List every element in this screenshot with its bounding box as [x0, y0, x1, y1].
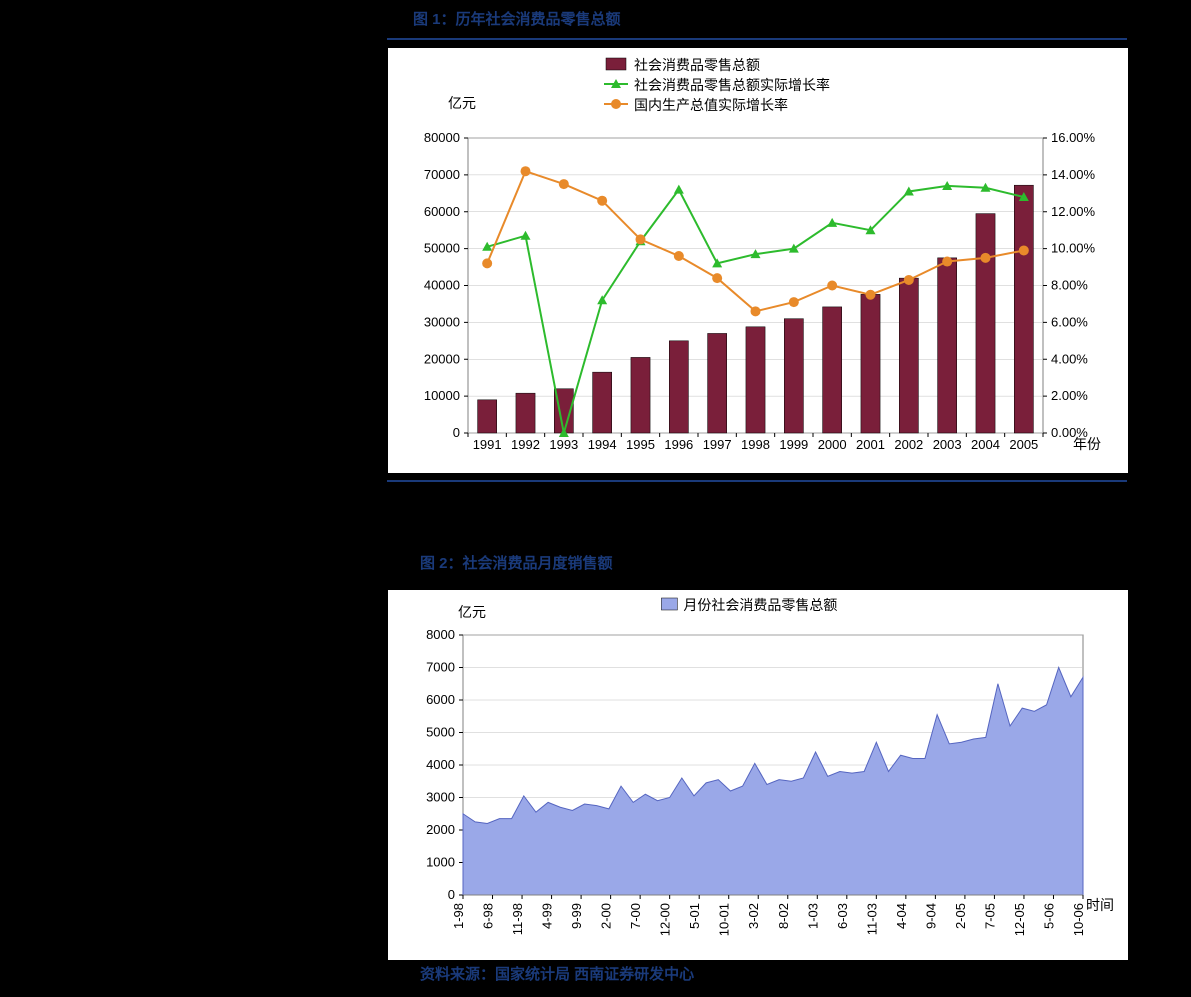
svg-text:2-05: 2-05 — [953, 903, 968, 929]
svg-text:7-05: 7-05 — [982, 903, 997, 929]
svg-text:社会消费品零售总额: 社会消费品零售总额 — [634, 57, 760, 73]
svg-text:6000: 6000 — [426, 692, 455, 707]
svg-text:9-04: 9-04 — [923, 903, 938, 929]
svg-text:1-03: 1-03 — [805, 903, 820, 929]
svg-text:14.00%: 14.00% — [1051, 167, 1096, 182]
svg-text:4000: 4000 — [426, 757, 455, 772]
figure1-title: 图 1：历年社会消费品零售总额 — [413, 8, 621, 29]
svg-text:6-98: 6-98 — [481, 903, 496, 929]
svg-text:1994: 1994 — [588, 437, 617, 452]
figure2-chart: 0 1000 2000 3000 4000 5000 6000 7000 8000 1-98 6-9… — [388, 590, 1128, 960]
figure1-chart: 0 10000 20000 30000 40000 50000 60000 70000 8000… — [388, 48, 1128, 473]
svg-text:2002: 2002 — [894, 437, 923, 452]
figure1-divider-bottom — [387, 480, 1127, 482]
svg-text:30000: 30000 — [424, 314, 460, 329]
svg-text:月份社会消费品零售总额: 月份社会消费品零售总额 — [683, 597, 837, 613]
svg-text:亿元: 亿元 — [458, 604, 486, 620]
svg-text:2-00: 2-00 — [599, 903, 614, 929]
svg-text:0: 0 — [448, 887, 455, 902]
svg-text:1999: 1999 — [779, 437, 808, 452]
svg-text:4.00%: 4.00% — [1051, 351, 1088, 366]
svg-text:16.00%: 16.00% — [1051, 130, 1096, 145]
svg-text:10-06: 10-06 — [1071, 903, 1086, 936]
svg-text:3-02: 3-02 — [746, 903, 761, 929]
svg-text:社会消费品零售总额实际增长率: 社会消费品零售总额实际增长率 — [634, 77, 830, 93]
svg-text:1993: 1993 — [549, 437, 578, 452]
svg-text:1992: 1992 — [511, 437, 540, 452]
svg-text:1-98: 1-98 — [451, 903, 466, 929]
svg-text:8000: 8000 — [426, 627, 455, 642]
svg-text:2000: 2000 — [426, 822, 455, 837]
svg-text:1991: 1991 — [473, 437, 502, 452]
svg-text:4-99: 4-99 — [540, 903, 555, 929]
svg-text:10.00%: 10.00% — [1051, 241, 1096, 256]
svg-text:7-00: 7-00 — [628, 903, 643, 929]
svg-text:6.00%: 6.00% — [1051, 314, 1088, 329]
svg-text:亿元: 亿元 — [448, 95, 476, 111]
svg-text:1000: 1000 — [426, 855, 455, 870]
svg-text:1996: 1996 — [664, 437, 693, 452]
svg-text:10000: 10000 — [424, 388, 460, 403]
svg-text:6-03: 6-03 — [835, 903, 850, 929]
svg-text:0: 0 — [453, 425, 460, 440]
svg-text:2005: 2005 — [1009, 437, 1038, 452]
svg-text:2004: 2004 — [971, 437, 1000, 452]
svg-text:2001: 2001 — [856, 437, 885, 452]
svg-text:70000: 70000 — [424, 167, 460, 182]
svg-text:12-05: 12-05 — [1012, 903, 1027, 936]
svg-text:11-98: 11-98 — [510, 903, 525, 935]
svg-text:9-99: 9-99 — [569, 903, 584, 929]
svg-text:1995: 1995 — [626, 437, 655, 452]
svg-text:4-04: 4-04 — [894, 903, 909, 929]
svg-text:2000: 2000 — [818, 437, 847, 452]
figure2-title: 图 2：社会消费品月度销售额 — [420, 552, 613, 573]
svg-text:40000: 40000 — [424, 278, 460, 293]
svg-text:80000: 80000 — [424, 130, 460, 145]
svg-text:20000: 20000 — [424, 351, 460, 366]
svg-text:国内生产总值实际增长率: 国内生产总值实际增长率 — [634, 97, 788, 113]
svg-text:12-00: 12-00 — [658, 903, 673, 936]
svg-text:10-01: 10-01 — [717, 903, 732, 936]
svg-text:2003: 2003 — [933, 437, 962, 452]
svg-text:1998: 1998 — [741, 437, 770, 452]
svg-text:8.00%: 8.00% — [1051, 278, 1088, 293]
svg-text:1997: 1997 — [703, 437, 732, 452]
svg-text:11-03: 11-03 — [864, 903, 879, 935]
svg-text:12.00%: 12.00% — [1051, 204, 1096, 219]
svg-text:时间: 时间 — [1086, 897, 1114, 913]
svg-text:年份: 年份 — [1073, 436, 1101, 452]
svg-text:5-06: 5-06 — [1041, 903, 1056, 929]
svg-text:7000: 7000 — [426, 660, 455, 675]
svg-text:2.00%: 2.00% — [1051, 388, 1088, 403]
figure2-source: 资料来源：国家统计局 西南证券研发中心 — [420, 963, 694, 984]
svg-text:5-01: 5-01 — [687, 903, 702, 929]
svg-text:60000: 60000 — [424, 204, 460, 219]
svg-text:50000: 50000 — [424, 241, 460, 256]
figure1-divider-top — [387, 38, 1127, 40]
svg-text:3000: 3000 — [426, 790, 455, 805]
svg-text:5000: 5000 — [426, 725, 455, 740]
svg-text:8-02: 8-02 — [776, 903, 791, 929]
